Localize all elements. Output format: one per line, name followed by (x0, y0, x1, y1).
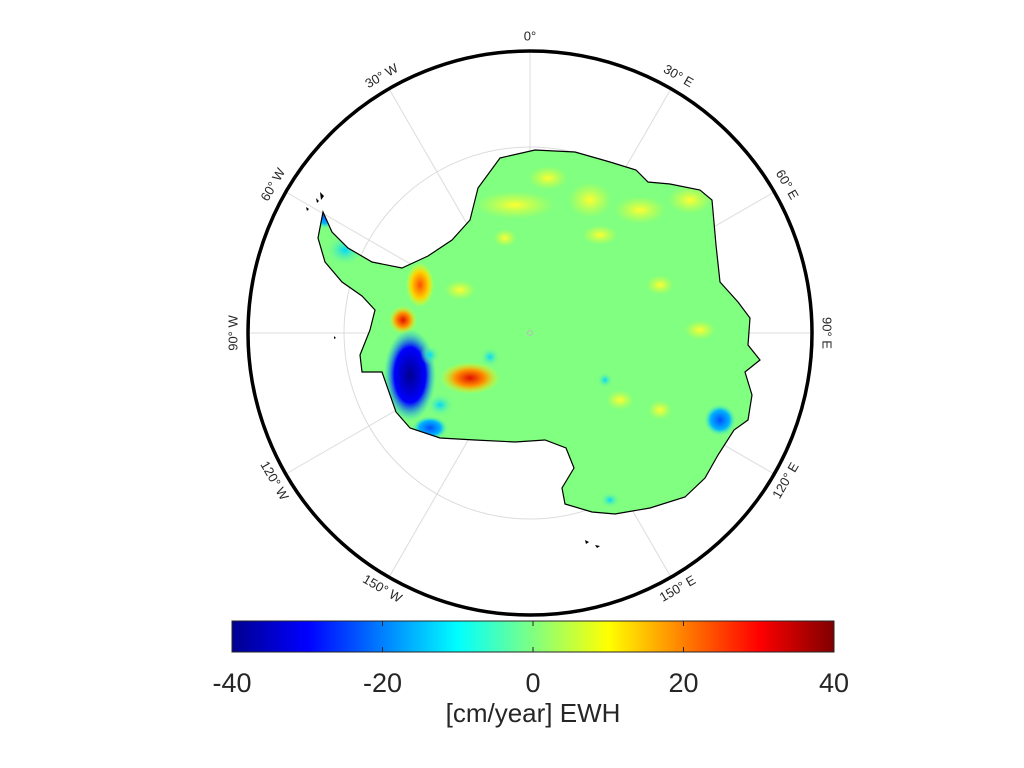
meridian-label: 120° W (257, 458, 292, 503)
meridian-label: 90° W (225, 315, 240, 351)
island-shape (306, 192, 324, 211)
meridian-label: 90° E (820, 317, 835, 349)
meridian-label: 150° E (657, 572, 699, 605)
ewh-anomaly-field (318, 166, 736, 508)
colorbar-tick-label: 0 (525, 668, 540, 698)
colorbar-tick-label: 20 (668, 668, 698, 698)
meridian-label: 150° W (360, 571, 405, 606)
colorbar-label: [cm/year] EWH (446, 698, 621, 728)
colorbar-tick-label: -20 (363, 668, 402, 698)
colorbar-tick-label: -40 (212, 668, 251, 698)
antarctica-landmass (306, 149, 761, 548)
map-frame (246, 49, 814, 617)
colorbar-tick-label: 40 (819, 668, 849, 698)
meridian-label: 120° E (769, 459, 802, 501)
colorbar: -40 -20 0 20 40 [cm/year] EWH (212, 620, 849, 728)
south-pole-marker (527, 330, 533, 336)
colorbar-gradient (231, 620, 835, 653)
meridian-label: 0° (524, 28, 536, 43)
